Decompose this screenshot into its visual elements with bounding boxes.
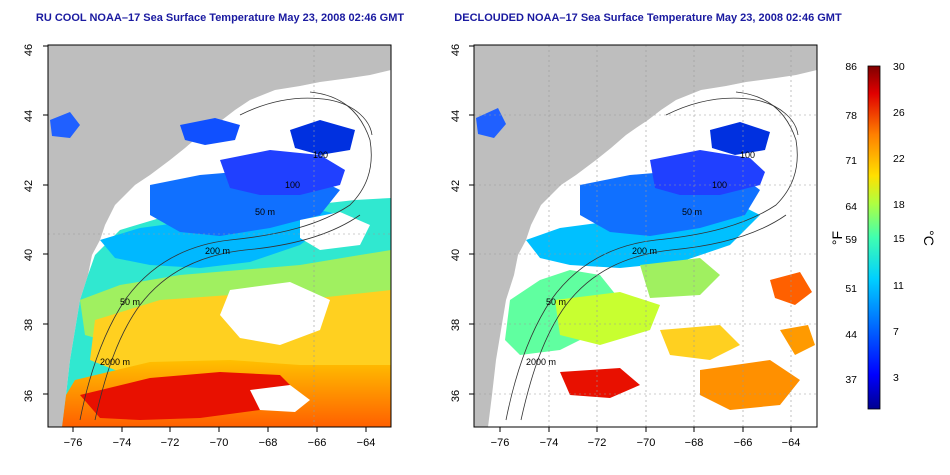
- colorbar-gradient: [867, 65, 881, 410]
- x-tick-label: −72: [588, 437, 607, 449]
- y-tick-label: 40: [23, 249, 35, 261]
- right-y-axis: 36 38 40 42 44 46: [450, 44, 474, 402]
- left-panel-title: RU COOL NOAA–17 Sea Surface Temperature …: [36, 12, 405, 24]
- contour-label: 50 m: [682, 207, 702, 217]
- y-tick-label: 38: [23, 319, 35, 331]
- land-mass: [474, 45, 817, 427]
- c-tick-label: 15: [893, 233, 905, 245]
- x-tick-label: −76: [64, 437, 83, 449]
- y-tick-label: 46: [450, 44, 462, 56]
- contour-label: 50 m: [546, 297, 566, 307]
- y-tick-label: 44: [450, 110, 462, 122]
- contour-label: 100: [313, 150, 328, 160]
- x-tick-label: −74: [540, 437, 559, 449]
- c-tick-label: 26: [893, 107, 905, 119]
- y-tick-label: 42: [450, 180, 462, 192]
- f-tick-label: 78: [845, 110, 857, 122]
- fahrenheit-ticks: 86 78 71 64 59 51 44 37: [845, 61, 857, 386]
- x-tick-label: −70: [637, 437, 656, 449]
- contour-label: 50 m: [120, 297, 140, 307]
- f-tick-label: 71: [845, 155, 857, 167]
- celsius-ticks: 30 26 22 18 15 11 7 3: [893, 61, 905, 384]
- right-map: [474, 45, 817, 427]
- x-tick-label: −64: [782, 437, 801, 449]
- left-map: [48, 45, 391, 427]
- contour-label: 50 m: [255, 207, 275, 217]
- x-tick-label: −74: [113, 437, 132, 449]
- c-tick-label: 22: [893, 153, 905, 165]
- c-tick-label: 11: [893, 280, 904, 292]
- x-tick-label: −64: [357, 437, 376, 449]
- right-panel: DECLOUDED NOAA–17 Sea Surface Temperatur…: [450, 12, 842, 449]
- f-tick-label: 64: [845, 201, 857, 213]
- f-tick-label: 37: [845, 374, 857, 386]
- x-tick-label: −70: [210, 437, 229, 449]
- x-tick-label: −66: [734, 437, 753, 449]
- x-tick-label: −76: [491, 437, 510, 449]
- colorbar: 86 78 71 64 59 51 44 37 30 26 22 18 15 1…: [829, 61, 937, 410]
- celsius-unit-label: °C: [921, 230, 937, 246]
- left-panel: RU COOL NOAA–17 Sea Surface Temperature …: [23, 12, 404, 449]
- c-tick-label: 30: [893, 61, 905, 73]
- left-x-axis: −76 −74 −72 −70 −68 −66 −64: [64, 427, 376, 449]
- y-tick-label: 42: [23, 180, 35, 192]
- right-contour-labels: 100 100 50 m 200 m 50 m 2000 m: [526, 150, 755, 367]
- contour-label: 2000 m: [100, 357, 130, 367]
- x-tick-label: −72: [161, 437, 180, 449]
- c-tick-label: 3: [893, 372, 899, 384]
- y-tick-label: 38: [450, 319, 462, 331]
- land-mass: [48, 45, 391, 427]
- contour-label: 100: [712, 180, 727, 190]
- y-tick-label: 36: [23, 390, 35, 402]
- y-tick-label: 44: [23, 110, 35, 122]
- fahrenheit-unit-label: °F: [829, 231, 845, 245]
- c-tick-label: 18: [893, 199, 905, 211]
- y-tick-label: 36: [450, 390, 462, 402]
- x-tick-label: −68: [685, 437, 704, 449]
- y-tick-label: 46: [23, 44, 35, 56]
- y-tick-label: 40: [450, 249, 462, 261]
- x-tick-label: −66: [308, 437, 327, 449]
- contour-label: 100: [285, 180, 300, 190]
- contour-label: 200 m: [205, 246, 230, 256]
- f-tick-label: 59: [845, 234, 857, 246]
- right-panel-title: DECLOUDED NOAA–17 Sea Surface Temperatur…: [454, 12, 842, 24]
- left-contour-labels: 100 100 50 m 200 m 50 m 2000 m: [100, 150, 328, 367]
- x-tick-label: −68: [259, 437, 278, 449]
- contour-label: 100: [740, 150, 755, 160]
- right-x-axis: −76 −74 −72 −70 −68 −66 −64: [491, 427, 801, 449]
- f-tick-label: 86: [845, 61, 857, 73]
- f-tick-label: 44: [845, 329, 857, 341]
- left-y-axis: 36 38 40 42 44 46: [23, 44, 48, 402]
- f-tick-label: 51: [845, 283, 857, 295]
- contour-label: 2000 m: [526, 357, 556, 367]
- contour-label: 200 m: [632, 246, 657, 256]
- c-tick-label: 7: [893, 326, 899, 338]
